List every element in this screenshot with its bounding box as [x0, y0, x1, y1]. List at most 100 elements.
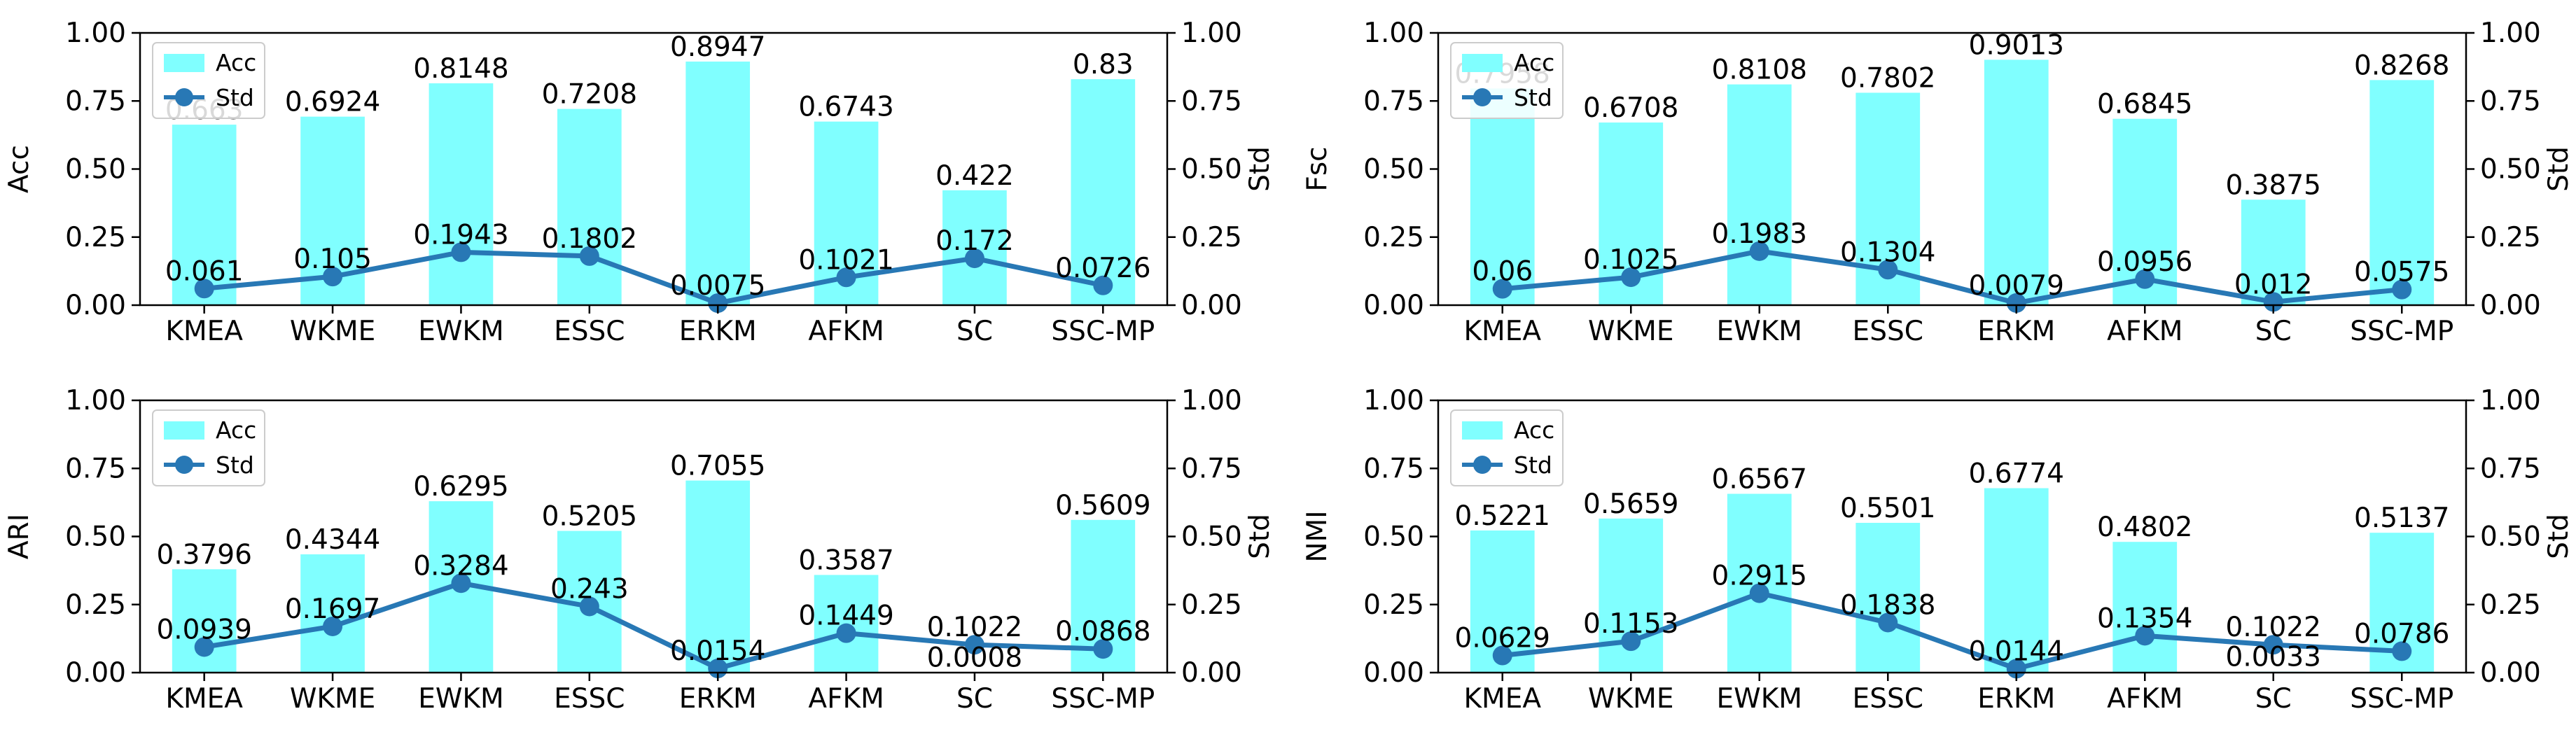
y-axis-label-left: Fsc [1302, 146, 1333, 191]
legend-line-label: Std [1514, 84, 1552, 111]
x-tick-label: ERKM [679, 316, 757, 347]
legend-line-label: Std [216, 451, 254, 479]
std-point [1749, 583, 1769, 603]
x-tick-label: SC [956, 316, 993, 347]
y-tick-label-left: 0.50 [65, 521, 126, 553]
std-point [2135, 269, 2155, 289]
std-value-label: 0.1697 [285, 594, 380, 625]
std-value-label: 0.105 [293, 244, 372, 275]
y-tick-label-left: 1.00 [1363, 17, 1424, 49]
y-tick-label-right: 0.25 [1181, 589, 1242, 621]
std-value-label: 0.1025 [1583, 244, 1678, 276]
std-point [1878, 260, 1898, 280]
std-value-label: 0.1983 [1712, 218, 1807, 250]
bar [685, 61, 751, 305]
bar-value-label: 0.5137 [2354, 503, 2449, 534]
std-line [1502, 590, 2402, 672]
bar-value-label: 0.8108 [1712, 55, 1807, 86]
y-axis-label-left: ARI [4, 514, 35, 559]
bar [429, 83, 494, 306]
std-point [1621, 267, 1641, 288]
std-value-label: 0.06 [1472, 256, 1533, 288]
y-tick-label-right: 0.75 [2480, 453, 2541, 484]
std-point [1492, 645, 1512, 666]
std-point [579, 596, 599, 617]
x-tick-label: AFKM [2107, 683, 2182, 715]
chart-panel-3: 0.3796 0.4344 0.6295 0.5205 0.7055 0.3587 0.00… [4, 385, 1276, 715]
std-point [323, 616, 343, 636]
y-tick-label-right: 0.00 [1181, 290, 1242, 321]
y-axis-label-left: NMI [1302, 510, 1333, 562]
y-tick-label-right: 0.00 [2480, 290, 2541, 321]
x-tick-label: SC [2255, 316, 2292, 347]
y-tick-label-right: 0.75 [1181, 453, 1242, 484]
std-point [1749, 241, 1769, 261]
y-tick-label-left: 0.00 [65, 290, 126, 321]
y-tick-label-left: 0.25 [1363, 589, 1424, 621]
x-tick-label: WKME [290, 683, 375, 715]
x-tick-label: AFKM [808, 316, 884, 347]
y-tick-label-right: 0.50 [1181, 521, 1242, 553]
chart-panel-1: 0.6630.69240.81480.72080.89470.67430.422… [4, 17, 1276, 347]
x-tick-label: ESSC [1853, 316, 1923, 347]
bar [1071, 79, 1136, 305]
std-value-label: 0.1838 [1840, 590, 1935, 622]
bar [1727, 493, 1792, 673]
bar [300, 554, 365, 673]
std-point [836, 623, 856, 643]
x-tick-label: KMEA [165, 316, 243, 347]
x-tick-label: EWKM [418, 316, 503, 347]
legend-bar-label: Acc [1514, 416, 1554, 444]
legend: Acc Std [1450, 42, 1564, 119]
std-value-label: 0.0079 [1969, 270, 2064, 302]
bar-value-label: 0.6924 [285, 87, 380, 118]
std-point [964, 635, 984, 655]
std-point [194, 279, 214, 299]
x-tick-label: AFKM [808, 683, 884, 715]
std-value-label: 0.0726 [1055, 253, 1150, 284]
y-tick-label-right: 0.00 [2480, 657, 2541, 689]
bar-value-label: 0.6774 [1969, 458, 2064, 489]
x-tick-label: WKME [1588, 316, 1673, 347]
legend-bar-swatch [164, 54, 204, 72]
bar [172, 125, 237, 305]
std-point [323, 267, 343, 287]
y-axis-label-right: Std [2543, 514, 2575, 559]
std-point [708, 293, 728, 314]
std-value-label: 0.1153 [1583, 608, 1678, 640]
legend: Acc Std [1450, 409, 1564, 486]
bar-value-label: 0.8148 [413, 53, 508, 85]
bar-value-label: 0.8947 [670, 31, 765, 63]
std-value-label: 0.0144 [1969, 636, 2064, 667]
x-tick-label: SSC-MP [2350, 316, 2453, 347]
bar [1984, 488, 2049, 673]
x-tick-label: ERKM [1977, 683, 2055, 715]
x-tick-label: EWKM [1717, 316, 1802, 347]
std-point [2392, 641, 2412, 661]
legend-point-swatch [1473, 456, 1491, 474]
y-tick-label-left: 0.75 [65, 85, 126, 117]
legend-bar-swatch [1462, 421, 1503, 440]
bar-value-label: 0.4344 [285, 524, 380, 556]
y-tick-label-left: 1.00 [1363, 385, 1424, 416]
x-tick-label: SSC-MP [1051, 316, 1155, 347]
y-tick-label-right: 0.75 [2480, 85, 2541, 117]
bar-value-label: 0.5659 [1583, 489, 1678, 520]
legend-bar-label: Acc [216, 49, 256, 76]
bar-value-label: 0.6708 [1583, 92, 1678, 124]
bar-value-label: 0.0008 [927, 643, 1022, 674]
std-point [194, 637, 214, 657]
std-value-label: 0.1354 [2097, 603, 2192, 634]
y-tick-label-right: 0.50 [2480, 521, 2541, 553]
std-point [1621, 631, 1641, 652]
x-tick-label: SSC-MP [1051, 683, 1155, 715]
bar-value-label: 0.3587 [798, 545, 893, 576]
y-tick-label-right: 1.00 [1181, 17, 1242, 49]
y-tick-label-left: 1.00 [65, 17, 126, 49]
std-value-label: 0.2915 [1712, 561, 1807, 592]
std-point [2263, 292, 2283, 312]
y-tick-label-right: 0.75 [1181, 85, 1242, 117]
legend-point-swatch [175, 88, 193, 106]
std-value-label: 0.1304 [1840, 237, 1935, 268]
bar [557, 108, 622, 305]
